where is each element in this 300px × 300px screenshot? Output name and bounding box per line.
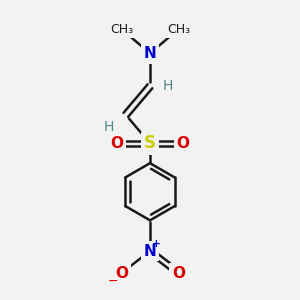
Text: O: O [115, 266, 128, 280]
Text: O: O [110, 136, 124, 151]
Text: +: + [152, 239, 161, 250]
Text: S: S [144, 134, 156, 152]
Text: −: − [107, 274, 118, 287]
Text: N: N [144, 46, 156, 61]
Text: O: O [172, 266, 185, 280]
Text: H: H [104, 120, 114, 134]
Text: H: H [162, 79, 173, 93]
Text: O: O [176, 136, 190, 151]
Text: CH₃: CH₃ [110, 22, 133, 36]
Text: N: N [144, 244, 156, 259]
Text: CH₃: CH₃ [167, 22, 190, 36]
